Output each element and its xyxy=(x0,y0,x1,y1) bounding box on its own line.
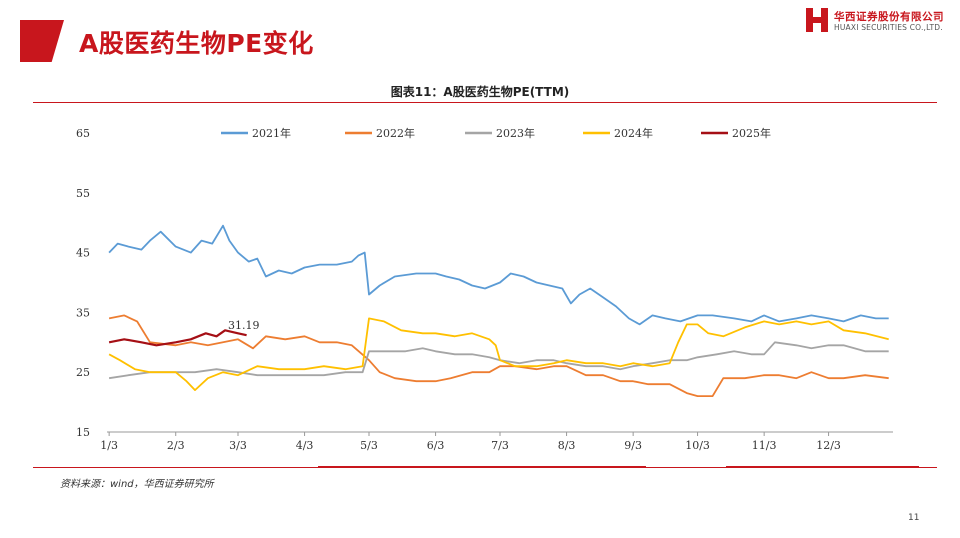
page-number: 11 xyxy=(908,513,920,523)
chart-legend: 2021年 2022年 2023年 2024年 2025年 xyxy=(221,126,771,140)
x-tick-label: 9/3 xyxy=(624,439,642,452)
x-tick-label: 1/3 xyxy=(100,439,118,452)
x-tick-label: 10/3 xyxy=(685,439,710,452)
chart-title: 图表11：A股医药生物PE(TTM) xyxy=(390,85,570,99)
legend-label: 2025年 xyxy=(732,126,771,140)
x-tick-label: 5/3 xyxy=(360,439,378,452)
chart-axes: 15 25 35 45 55 65 1/3 2/3 3/3 4/3 5/3 6/3 7/3 8/3 9/3 1… xyxy=(76,127,893,452)
huaxi-logo-icon xyxy=(806,8,828,32)
logo-name-en: HUAXI SECURITIES CO.,LTD. xyxy=(834,23,943,32)
legend-label: 2023年 xyxy=(496,126,535,140)
footer-divider-accent-left xyxy=(318,466,646,468)
x-tick-label: 11/3 xyxy=(752,439,777,452)
chart-annotations: 31.19 xyxy=(228,319,260,332)
y-tick-label: 55 xyxy=(76,187,90,200)
title-divider xyxy=(33,102,937,103)
source-note: 资料来源：wind，华西证券研究所 xyxy=(60,479,214,490)
legend-label: 2022年 xyxy=(376,126,415,140)
x-tick-label: 7/3 xyxy=(491,439,509,452)
x-tick-label: 12/3 xyxy=(816,439,841,452)
title-accent-mark xyxy=(20,20,64,62)
series-line-2021年 xyxy=(108,224,889,326)
logo-name-cn: 华西证券股份有限公司 xyxy=(834,11,944,23)
x-tick-label: 2/3 xyxy=(167,439,185,452)
y-tick-label: 45 xyxy=(76,247,90,260)
y-tick-label: 15 xyxy=(76,426,90,439)
slide-title: A股医药生物PE变化 xyxy=(79,29,314,58)
series-line-2022年 xyxy=(108,314,889,398)
pe-line-chart: 2021年 2022年 2023年 2024年 2025年 15 25 35 45 55 65 1/… xyxy=(76,126,893,452)
series-line-2023年 xyxy=(108,341,889,380)
series-line-2025年 xyxy=(108,329,247,347)
chart-series xyxy=(108,224,889,398)
company-logo: 华西证券股份有限公司 HUAXI SECURITIES CO.,LTD. xyxy=(806,8,956,36)
legend-label: 2021年 xyxy=(252,126,291,140)
x-tick-label: 3/3 xyxy=(229,439,247,452)
y-tick-label: 35 xyxy=(76,306,90,319)
data-label: 31.19 xyxy=(228,319,260,332)
footer-divider-accent-right xyxy=(726,466,919,468)
series-line-2024年 xyxy=(108,317,889,392)
legend-label: 2024年 xyxy=(614,126,653,140)
x-tick-label: 4/3 xyxy=(296,439,314,452)
y-tick-label: 65 xyxy=(76,127,90,140)
y-tick-label: 25 xyxy=(76,366,90,379)
x-tick-label: 6/3 xyxy=(427,439,445,452)
x-tick-label: 8/3 xyxy=(558,439,576,452)
